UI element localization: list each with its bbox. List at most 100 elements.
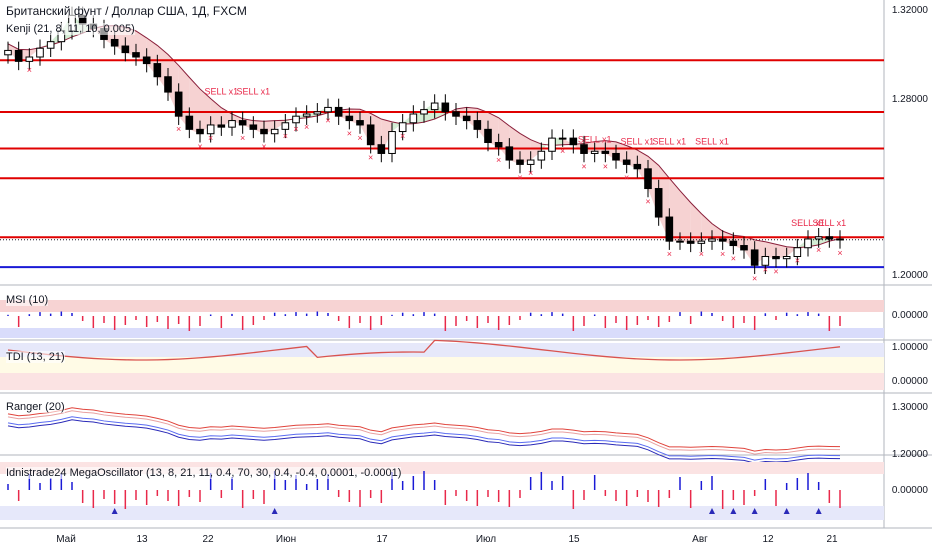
candle-down — [718, 238, 727, 242]
candle-up — [804, 238, 812, 249]
ranger-pane-title[interactable]: Ranger (20) — [6, 401, 65, 413]
candle-up — [206, 124, 215, 135]
candle-down — [164, 76, 172, 93]
sell-signal-label: SELL x1 — [620, 137, 654, 147]
candle-down — [633, 163, 642, 170]
sell-x-marker: × — [720, 249, 725, 259]
candle-down — [377, 144, 386, 154]
candle-up — [420, 109, 428, 115]
sell-x-marker: × — [261, 142, 266, 152]
candle-down — [569, 137, 578, 146]
candle-down — [441, 102, 450, 113]
candle-down — [494, 142, 503, 148]
candle-down — [686, 240, 695, 244]
candle-down — [601, 150, 610, 154]
candle-down — [153, 63, 162, 78]
candle-down — [580, 144, 588, 154]
candle-down — [217, 124, 226, 128]
candle-up — [398, 122, 407, 133]
msi-pane-title[interactable]: MSI (10) — [6, 294, 49, 306]
sell-x-marker: × — [837, 248, 842, 258]
candle-down — [473, 120, 482, 130]
sell-x-marker: × — [517, 172, 522, 182]
kenji-ribbon-segment — [776, 244, 787, 259]
candle-up — [324, 106, 332, 113]
candle-down — [14, 49, 23, 62]
candle-down — [622, 159, 631, 165]
mega-signal-triangle — [751, 508, 758, 514]
time-label: 21 — [826, 534, 838, 545]
sell-x-marker: × — [357, 133, 362, 143]
candle-up — [228, 120, 236, 128]
candle-up — [590, 150, 599, 154]
time-label: Май — [56, 534, 76, 545]
sell-x-marker: × — [368, 153, 373, 163]
time-label: Авг — [692, 534, 708, 545]
level-tag-6: 1.20317 — [888, 262, 926, 273]
sell-x-marker: × — [496, 155, 501, 165]
candle-up — [292, 115, 300, 124]
candle-down — [260, 128, 268, 135]
candle-up — [708, 238, 716, 242]
msi-axis-value: 0.00000 — [891, 310, 928, 321]
sell-x-marker: × — [581, 161, 586, 171]
sell-x-marker: × — [560, 146, 565, 156]
sell-signal-label: SELL x1 — [578, 135, 612, 145]
mega-signal-triangle — [815, 508, 822, 514]
candle-down — [740, 245, 748, 251]
sell-x-marker: × — [816, 245, 821, 255]
sell-x-marker: × — [208, 133, 213, 143]
candle-up — [548, 137, 556, 152]
ranger-line — [7, 407, 841, 452]
sell-x-marker: × — [304, 122, 309, 132]
sell-signal-label: SELL x1 — [652, 137, 686, 147]
sell-x-marker: × — [197, 142, 202, 152]
candle-down — [484, 128, 492, 144]
candle-down — [772, 256, 780, 260]
ranger-line — [7, 410, 841, 455]
candle-down — [654, 188, 663, 218]
candle-down — [462, 115, 471, 122]
tdi-mid-band — [0, 357, 884, 373]
sell-x-marker: × — [603, 161, 608, 171]
candle-up — [4, 49, 12, 56]
sell-x-marker: × — [699, 249, 704, 259]
time-label: 17 — [376, 534, 388, 545]
candle-up — [36, 47, 44, 58]
level-tag-5: 1.21677 — [888, 232, 926, 243]
candle-down — [174, 91, 183, 117]
sell-x-marker: × — [752, 273, 757, 283]
candle-up — [782, 256, 791, 260]
candle-up — [430, 102, 439, 111]
tdi-axis-bottom: 0.00000 — [891, 376, 928, 387]
candle-down — [185, 115, 194, 130]
mega-signal-triangle — [730, 508, 737, 514]
tdi-pane-title[interactable]: TDI (13, 21) — [6, 351, 65, 363]
candle-down — [665, 216, 674, 242]
candle-down — [750, 249, 759, 266]
candle-up — [793, 247, 802, 258]
kenji-ribbon-segment — [530, 139, 542, 161]
candle-down — [249, 124, 258, 130]
sell-x-marker: × — [176, 124, 181, 134]
tdi-line — [7, 339, 841, 361]
kenji-indicator-label[interactable]: Kenji (21, 8, 11, 10, 0.005) — [6, 23, 135, 35]
mega-oscillator-pane-title[interactable]: Idnistrade24 MegaOscillator (13, 8, 21, … — [6, 467, 402, 479]
candle-down — [505, 146, 514, 161]
time-label: 15 — [568, 534, 580, 545]
candle-up — [537, 150, 546, 161]
mega-signal-triangle — [783, 508, 790, 514]
candle-down — [121, 45, 130, 54]
sell-x-marker: × — [645, 197, 650, 207]
mega-signal-triangle — [709, 508, 715, 514]
candle-down — [334, 106, 343, 117]
sell-x-marker: × — [731, 254, 736, 264]
candle-up — [409, 113, 418, 124]
candle-up — [761, 256, 770, 266]
level-tag-4: 1.24371 — [888, 172, 926, 183]
tdi-lower-band — [0, 373, 884, 390]
candle-up — [388, 131, 396, 154]
ranger-axis-top: 1.30000 — [891, 402, 928, 413]
candle-down — [345, 115, 354, 122]
candle-down — [196, 128, 204, 135]
